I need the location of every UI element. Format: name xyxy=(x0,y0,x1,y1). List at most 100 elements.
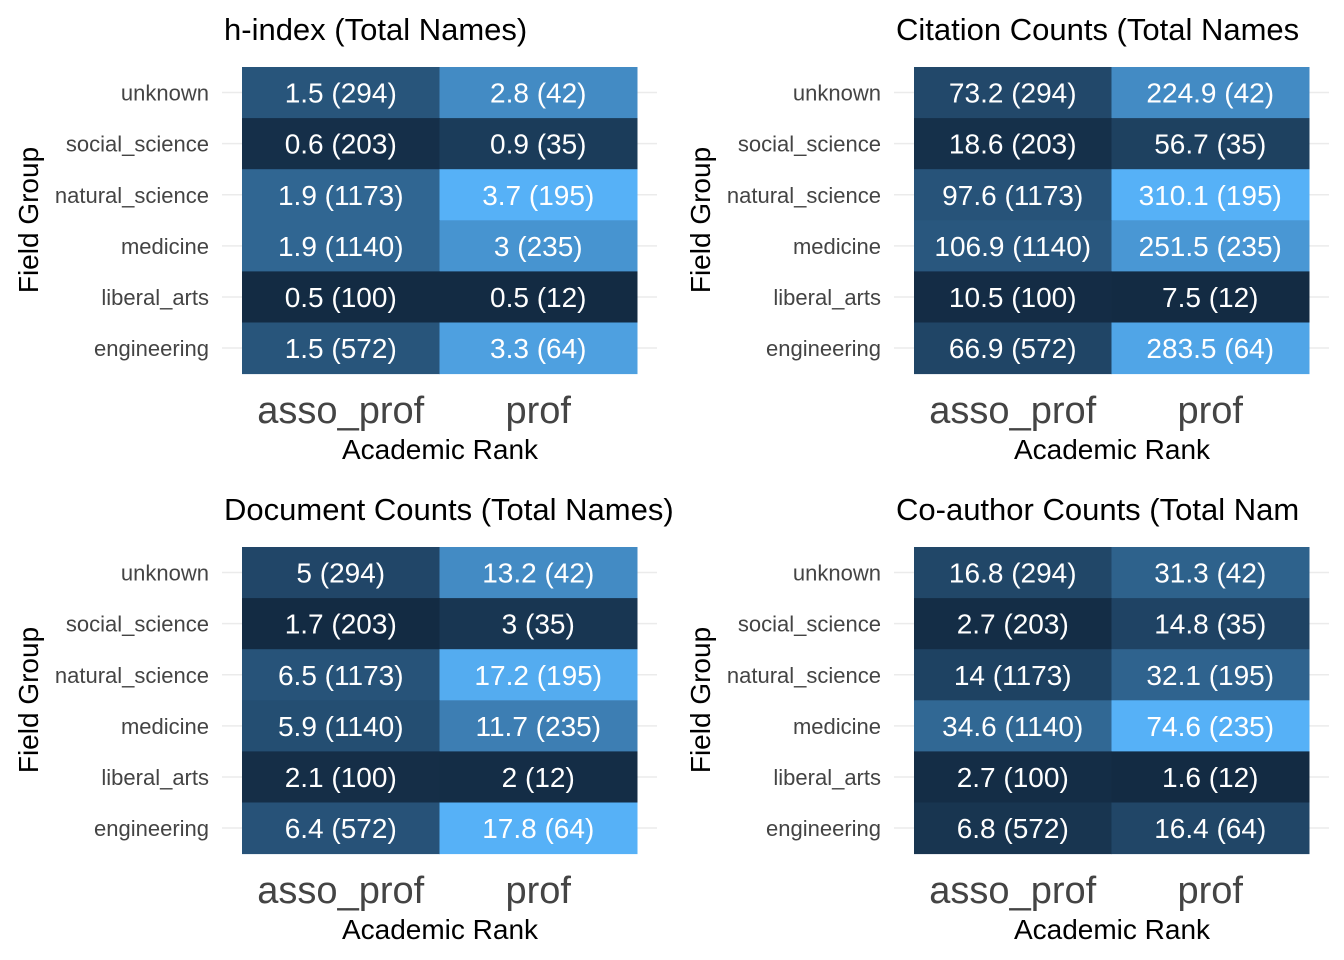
x-tick-label: prof xyxy=(506,870,572,912)
cell-label: 31.3 (42) xyxy=(1154,558,1266,589)
x-tick-label: asso_prof xyxy=(929,870,1096,912)
cell-label: 1.7 (203) xyxy=(285,609,397,640)
cell-label: 5 (294) xyxy=(296,558,385,589)
cell-label: 6.5 (1173) xyxy=(278,660,404,691)
cell-label: 283.5 (64) xyxy=(1146,333,1274,364)
heatmap-cell xyxy=(1111,118,1310,170)
heatmap-cell xyxy=(242,700,440,752)
cell-label: 1.9 (1140) xyxy=(278,231,404,262)
heatmap-cell xyxy=(242,322,440,375)
heatmap-cell xyxy=(439,118,638,170)
y-axis-title: Field Group xyxy=(13,147,44,293)
heatmap-cell xyxy=(1111,700,1310,752)
cell-label: 16.8 (294) xyxy=(949,558,1077,589)
y-tick-label: natural_science xyxy=(727,183,881,208)
heatmap-cell xyxy=(914,271,1112,323)
cell-label: 66.9 (572) xyxy=(949,333,1077,364)
heatmap-cell xyxy=(439,598,638,650)
cell-label: 3 (35) xyxy=(502,609,575,640)
cell-label: 18.6 (203) xyxy=(949,129,1077,160)
heatmap-cell xyxy=(914,649,1112,701)
heatmap-cell xyxy=(1111,598,1310,650)
cell-label: 310.1 (195) xyxy=(1139,180,1282,211)
heatmap-cell xyxy=(1111,67,1310,119)
heatmap-cell xyxy=(242,598,440,650)
y-tick-label: liberal_arts xyxy=(101,285,209,310)
heatmap-cell xyxy=(914,547,1112,599)
y-tick-label: social_science xyxy=(738,612,881,637)
cell-label: 17.2 (195) xyxy=(474,660,602,691)
cell-label: 2.8 (42) xyxy=(490,78,587,109)
x-tick-label: asso_prof xyxy=(257,870,424,912)
y-tick-label: engineering xyxy=(766,336,881,361)
cell-label: 6.8 (572) xyxy=(957,813,1069,844)
cell-label: 1.9 (1173) xyxy=(278,180,404,211)
x-tick-label: prof xyxy=(1178,870,1244,912)
x-axis-title: Academic Rank xyxy=(342,434,539,465)
y-axis-title: Field Group xyxy=(13,627,44,773)
cell-label: 74.6 (235) xyxy=(1146,711,1274,742)
heatmap-cell xyxy=(439,271,638,323)
cell-label: 16.4 (64) xyxy=(1154,813,1266,844)
cell-label: 97.6 (1173) xyxy=(942,180,1083,211)
y-tick-label: medicine xyxy=(793,714,881,739)
heatmap-cell xyxy=(1111,271,1310,323)
heatmap-cell xyxy=(1111,220,1310,272)
y-tick-label: natural_science xyxy=(55,663,209,688)
y-tick-label: natural_science xyxy=(727,663,881,688)
heatmap-cell xyxy=(914,751,1112,803)
heatmap-cell xyxy=(1111,802,1310,855)
cell-label: 73.2 (294) xyxy=(949,78,1077,109)
heatmap-cell xyxy=(242,118,440,170)
cell-label: 1.5 (572) xyxy=(285,333,397,364)
cell-label: 0.6 (203) xyxy=(285,129,397,160)
y-tick-label: natural_science xyxy=(55,183,209,208)
y-tick-label: unknown xyxy=(793,561,881,586)
cell-label: 224.9 (42) xyxy=(1146,78,1274,109)
heatmap-cell xyxy=(1111,322,1310,375)
heatmap-cell xyxy=(242,547,440,599)
y-tick-label: medicine xyxy=(121,234,209,259)
heatmap-cell xyxy=(439,649,638,701)
heatmap-panel-4: Co-author Counts (Total Nam 16.8 (294) 31.… xyxy=(685,492,1329,945)
heatmap-cell xyxy=(1111,169,1310,221)
y-tick-label: medicine xyxy=(793,234,881,259)
heatmap-cell xyxy=(1111,751,1310,803)
heatmap-cell xyxy=(439,751,638,803)
heatmap-panel-3: Document Counts (Total Names) 5 (294) 13.2… xyxy=(13,492,674,945)
y-tick-label: liberal_arts xyxy=(101,765,209,790)
heatmap-cell xyxy=(914,67,1112,119)
x-tick-label: prof xyxy=(506,390,572,432)
cell-label: 3.3 (64) xyxy=(490,333,587,364)
cell-label: 6.4 (572) xyxy=(285,813,397,844)
cell-label: 14 (1173) xyxy=(954,660,1072,691)
heatmap-cell xyxy=(914,598,1112,650)
cell-label: 1.6 (12) xyxy=(1162,762,1259,793)
heatmap-panel-1: h-index (Total Names) 1.5 (294) 2.8 (42) 0.… xyxy=(13,12,657,465)
y-tick-label: social_science xyxy=(738,132,881,157)
heatmap-cell xyxy=(439,700,638,752)
cell-label: 56.7 (35) xyxy=(1154,129,1266,160)
x-tick-label: prof xyxy=(1178,390,1244,432)
heatmap-cell xyxy=(242,271,440,323)
y-tick-label: social_science xyxy=(66,132,209,157)
heatmap-cell xyxy=(914,118,1112,170)
cell-label: 5.9 (1140) xyxy=(278,711,404,742)
heatmap-cell xyxy=(439,67,638,119)
cell-label: 32.1 (195) xyxy=(1146,660,1274,691)
cell-label: 2.7 (100) xyxy=(957,762,1069,793)
x-axis-title: Academic Rank xyxy=(1014,434,1211,465)
chart-title: Document Counts (Total Names) xyxy=(224,492,674,527)
heatmap-cell xyxy=(1111,649,1310,701)
cell-label: 251.5 (235) xyxy=(1139,231,1282,262)
heatmap-cell xyxy=(242,751,440,803)
y-tick-label: engineering xyxy=(94,336,209,361)
y-tick-label: social_science xyxy=(66,612,209,637)
cell-label: 13.2 (42) xyxy=(482,558,594,589)
y-tick-label: liberal_arts xyxy=(773,765,881,790)
heatmap-cell xyxy=(439,322,638,375)
cell-label: 1.5 (294) xyxy=(285,78,397,109)
y-tick-label: engineering xyxy=(766,816,881,841)
heatmap-cell xyxy=(914,322,1112,375)
